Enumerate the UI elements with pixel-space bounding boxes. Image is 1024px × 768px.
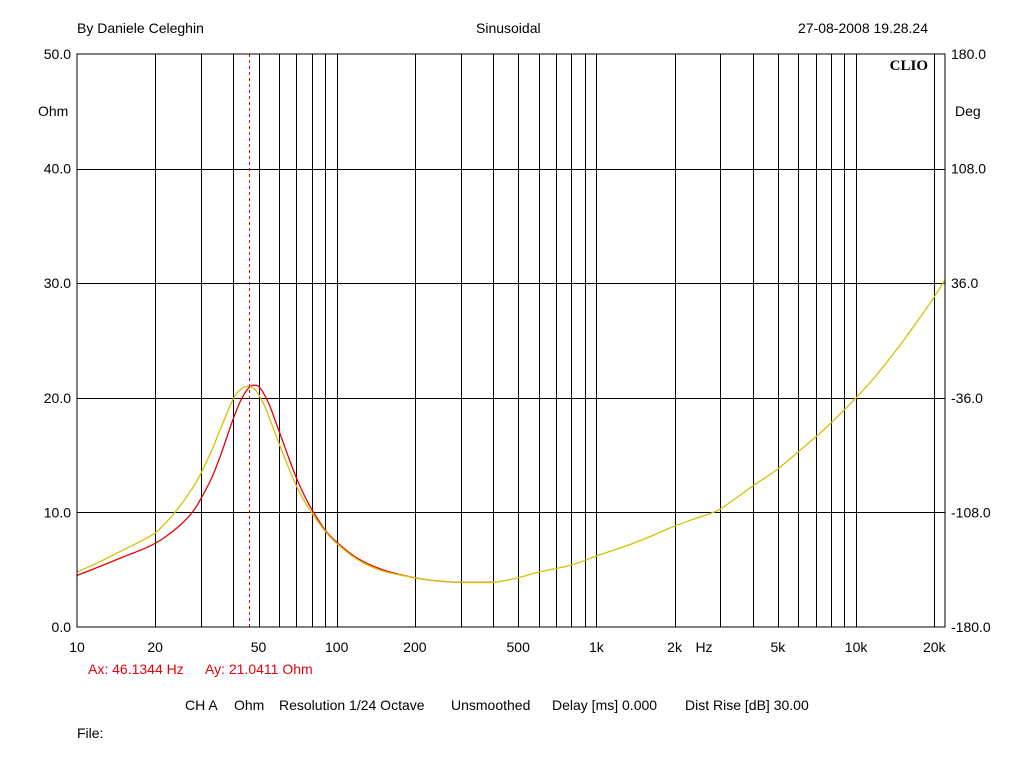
y-axis-label-left: Ohm — [38, 103, 69, 119]
x-axis-label: Hz — [695, 639, 712, 655]
grid — [77, 54, 945, 627]
y-tick-label-left: 50.0 — [44, 46, 71, 62]
curves — [76, 279, 946, 584]
x-tick-label: 2k — [667, 639, 683, 655]
x-tick-label: 20 — [147, 639, 163, 655]
y-tick-label-right: 108.0 — [951, 161, 986, 177]
footer-channel: CH A — [185, 697, 218, 713]
x-tick-label: 5k — [771, 639, 787, 655]
x-tick-label: 20k — [923, 639, 947, 655]
footer-dist-rise: Dist Rise [dB] 30.00 — [685, 697, 809, 713]
series-red-line — [76, 384, 494, 584]
x-tick-label: 10 — [69, 639, 85, 655]
footer-unit: Ohm — [234, 697, 265, 713]
y-tick-label-left: 0.0 — [52, 619, 72, 635]
plot-frame — [76, 53, 946, 628]
x-tick-label: 50 — [251, 639, 267, 655]
y-tick-label-left: 30.0 — [44, 275, 71, 291]
x-tick-label: 200 — [403, 639, 427, 655]
footer-smoothing: Unsmoothed — [451, 697, 531, 713]
y-tick-label-right: -36.0 — [951, 390, 983, 406]
y-tick-label-left: 20.0 — [44, 390, 71, 406]
series-yellow-line — [76, 279, 946, 584]
footer-resolution: Resolution 1/24 Octave — [279, 697, 425, 713]
y-tick-label-left: 10.0 — [44, 504, 71, 520]
header-datetime: 27-08-2008 19.28.24 — [798, 20, 928, 36]
x-tick-label: 100 — [325, 639, 349, 655]
cursor-y-readout: Ay: 21.0411 Ohm — [205, 661, 313, 677]
y-tick-label-right: -180.0 — [951, 619, 991, 635]
footer-file: File: — [77, 725, 104, 741]
y-tick-label-right: 36.0 — [951, 275, 978, 291]
x-tick-label: 1k — [589, 639, 605, 655]
header-mode: Sinusoidal — [476, 20, 541, 36]
y-tick-label-right: -108.0 — [951, 504, 991, 520]
header-author: By Daniele Celeghin — [77, 20, 204, 36]
tick-labels: 10 20 50 100 200 500 1k 2k 5k 10k 20k Hz 0.0 10.0 20.0… — [44, 46, 991, 655]
x-tick-label: 500 — [507, 639, 531, 655]
y-axis-label-right: Deg — [955, 103, 981, 119]
cursor-x-readout: Ax: 46.1344 Hz — [88, 661, 184, 677]
x-tick-label: 10k — [845, 639, 869, 655]
y-tick-label-left: 40.0 — [44, 161, 71, 177]
brand-logo: CLIO — [890, 58, 928, 74]
footer-delay: Delay [ms] 0.000 — [552, 697, 658, 713]
y-tick-label-right: 180.0 — [951, 46, 986, 62]
